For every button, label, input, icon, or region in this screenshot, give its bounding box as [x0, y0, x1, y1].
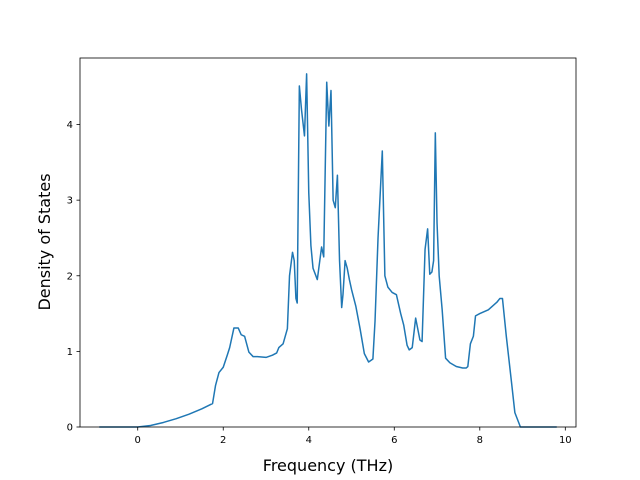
axes-frame [79, 57, 577, 428]
y-tick-label: 2 [67, 271, 73, 282]
x-tick-label: 10 [559, 435, 572, 446]
x-tick-label: 8 [477, 435, 483, 446]
y-tick-label: 3 [67, 196, 73, 207]
y-tick-label: 4 [67, 120, 73, 131]
dos-series-line [99, 73, 557, 428]
plot-line-layer [99, 73, 557, 428]
x-tick-label: 6 [391, 435, 397, 446]
x-axis-label: Frequency (THz) [263, 456, 393, 475]
y-axis-ticks: 0 1 2 3 4 [67, 120, 80, 434]
x-tick-label: 4 [306, 435, 312, 446]
axes-border [79, 57, 577, 428]
y-axis-label: Density of States [35, 173, 54, 310]
x-axis-ticks: 0 2 4 6 8 10 [135, 427, 572, 446]
x-tick-label: 0 [135, 435, 141, 446]
y-tick-label: 0 [67, 423, 73, 434]
x-tick-label: 2 [220, 435, 226, 446]
y-tick-label: 1 [67, 347, 73, 358]
